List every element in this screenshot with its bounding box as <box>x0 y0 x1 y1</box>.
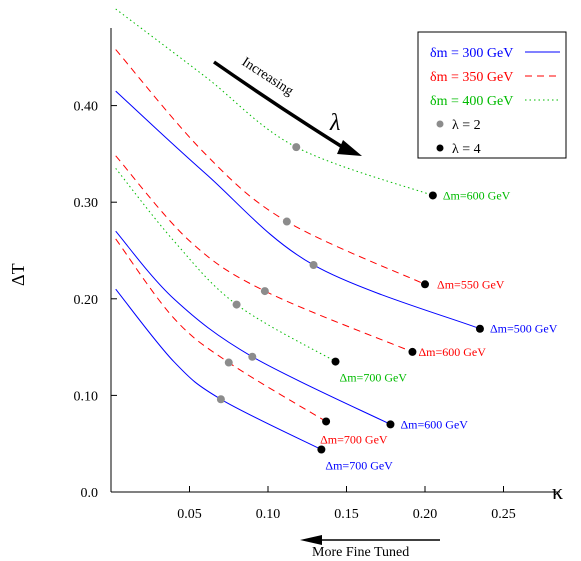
series-line-dm350 <box>115 238 327 422</box>
series-line-dm350 <box>115 155 413 353</box>
end-label: Δm=700 GeV <box>325 458 393 472</box>
end-label: Δm=600 GeV <box>418 345 486 359</box>
curves: Δm=500 GeV Δm=550 GeV Δm=600 GeV Δm=600 GeV… <box>115 8 558 472</box>
legend-label: λ = 4 <box>452 142 481 157</box>
lambda-label: λ <box>329 110 340 136</box>
series-line-dm300 <box>115 288 322 450</box>
series-line-dm400 <box>115 8 434 196</box>
legend-label: δm = 300 GeV <box>430 46 513 61</box>
legend-marker <box>436 144 444 152</box>
increasing-arrow <box>212 60 345 150</box>
legend-label: δm = 400 GeV <box>430 94 513 109</box>
legend-frame <box>417 31 567 159</box>
lambda2-point <box>224 358 233 367</box>
legend-label: λ = 2 <box>452 118 481 133</box>
x-tick-label: 0.20 <box>413 507 438 522</box>
lambda2-point <box>216 395 225 404</box>
x-tick-label: 0.25 <box>491 507 516 522</box>
y-ticks: 0.0 0.10 0.20 0.30 0.40 <box>74 100 117 501</box>
end-label: Δm=600 GeV <box>400 417 468 431</box>
increasing-label: Increasing <box>239 55 296 99</box>
legend: δm = 300 GeV δm = 350 GeV δm = 400 GeV λ = … <box>417 31 567 159</box>
x-tick-label: 0.10 <box>256 507 281 522</box>
lambda2-point <box>309 260 318 269</box>
end-label: Δm=700 GeV <box>320 432 388 446</box>
x-axis-label: κ <box>552 479 563 504</box>
fine-tuned-arrowhead <box>300 535 322 545</box>
lambda4-point <box>475 324 484 333</box>
series-line-dm300 <box>115 230 391 425</box>
y-tick-label: 0.20 <box>74 293 99 308</box>
legend-label: δm = 350 GeV <box>430 70 513 85</box>
end-label: Δm=500 GeV <box>490 322 558 336</box>
lambda4-point <box>408 347 417 356</box>
lambda4-point <box>317 445 326 454</box>
legend-marker <box>436 120 444 128</box>
lambda4-point <box>428 191 437 200</box>
lambda4-point <box>322 417 331 426</box>
lambda2-point <box>292 143 301 152</box>
end-label: Δm=550 GeV <box>437 277 505 291</box>
y-tick-label: 0.30 <box>74 196 99 211</box>
fine-tuned-annotation: More Fine Tuned <box>300 535 440 560</box>
end-label: Δm=700 GeV <box>340 371 408 385</box>
lambda4-point <box>331 357 340 366</box>
lambda4-point <box>386 420 395 429</box>
y-axis-label: ΔT <box>8 263 28 286</box>
x-tick-label: 0.05 <box>177 507 202 522</box>
y-tick-label: 0.40 <box>74 100 99 115</box>
y-tick-label: 0.10 <box>74 389 99 404</box>
lambda4-point <box>421 280 429 289</box>
fine-tuned-label: More Fine Tuned <box>312 545 409 560</box>
lambda2-point <box>260 287 269 296</box>
y-tick-label: 0.0 <box>81 486 99 501</box>
x-tick-label: 0.15 <box>334 507 359 522</box>
lambda2-point <box>282 217 291 226</box>
lambda2-point <box>248 352 257 361</box>
increasing-annotation: Increasing λ <box>212 55 362 156</box>
legend-items: δm = 300 GeV δm = 350 GeV δm = 400 GeV λ = … <box>430 46 560 157</box>
increasing-arrowhead <box>337 140 362 156</box>
series-line-dm350 <box>115 49 426 285</box>
end-label: Δm=600 GeV <box>443 188 511 202</box>
lambda2-point <box>232 300 241 309</box>
series-line-dm300 <box>115 90 481 330</box>
x-ticks: 0.05 0.10 0.15 0.20 0.25 <box>177 486 516 522</box>
series-line-dm400 <box>115 168 336 363</box>
